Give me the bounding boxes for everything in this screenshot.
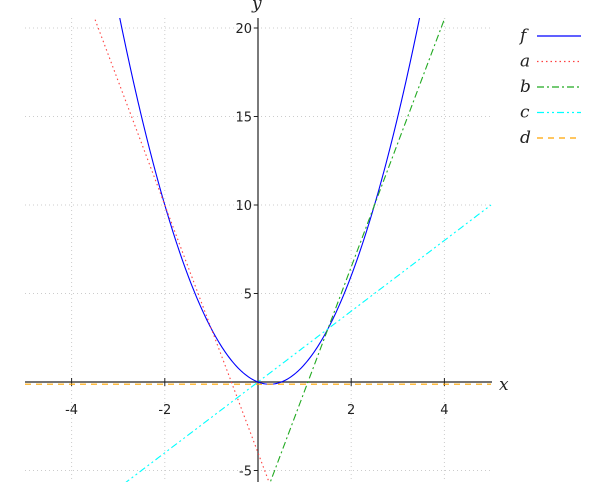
y-tick-label: 10 [235, 199, 252, 214]
curves [25, 18, 492, 482]
x-tick-label: -4 [65, 403, 78, 418]
x-tick-label: 4 [440, 403, 448, 418]
legend-label-f: f [518, 26, 529, 46]
legend-label-a: a [520, 52, 530, 72]
x-tick-label: -2 [158, 403, 171, 418]
legend-label-c: c [520, 103, 530, 123]
axes [25, 18, 492, 482]
y-axis-label: y [251, 0, 262, 14]
y-tick-label: 5 [244, 288, 252, 303]
series-b-line [269, 18, 446, 482]
x-tick-label: 2 [347, 403, 355, 418]
series-c-line [125, 204, 492, 482]
tick-labels: -4 -2 2 4 -5 5 10 15 20 [65, 22, 448, 480]
x-axis-label: x [499, 375, 509, 395]
y-tick-label: 20 [235, 22, 252, 37]
legend-label-b: b [520, 77, 531, 97]
grid [25, 18, 492, 482]
y-tick-label: 15 [235, 111, 252, 126]
legend-label-d: d [520, 128, 531, 148]
y-tick-label: -5 [239, 465, 252, 480]
series-f-line [119, 18, 421, 385]
